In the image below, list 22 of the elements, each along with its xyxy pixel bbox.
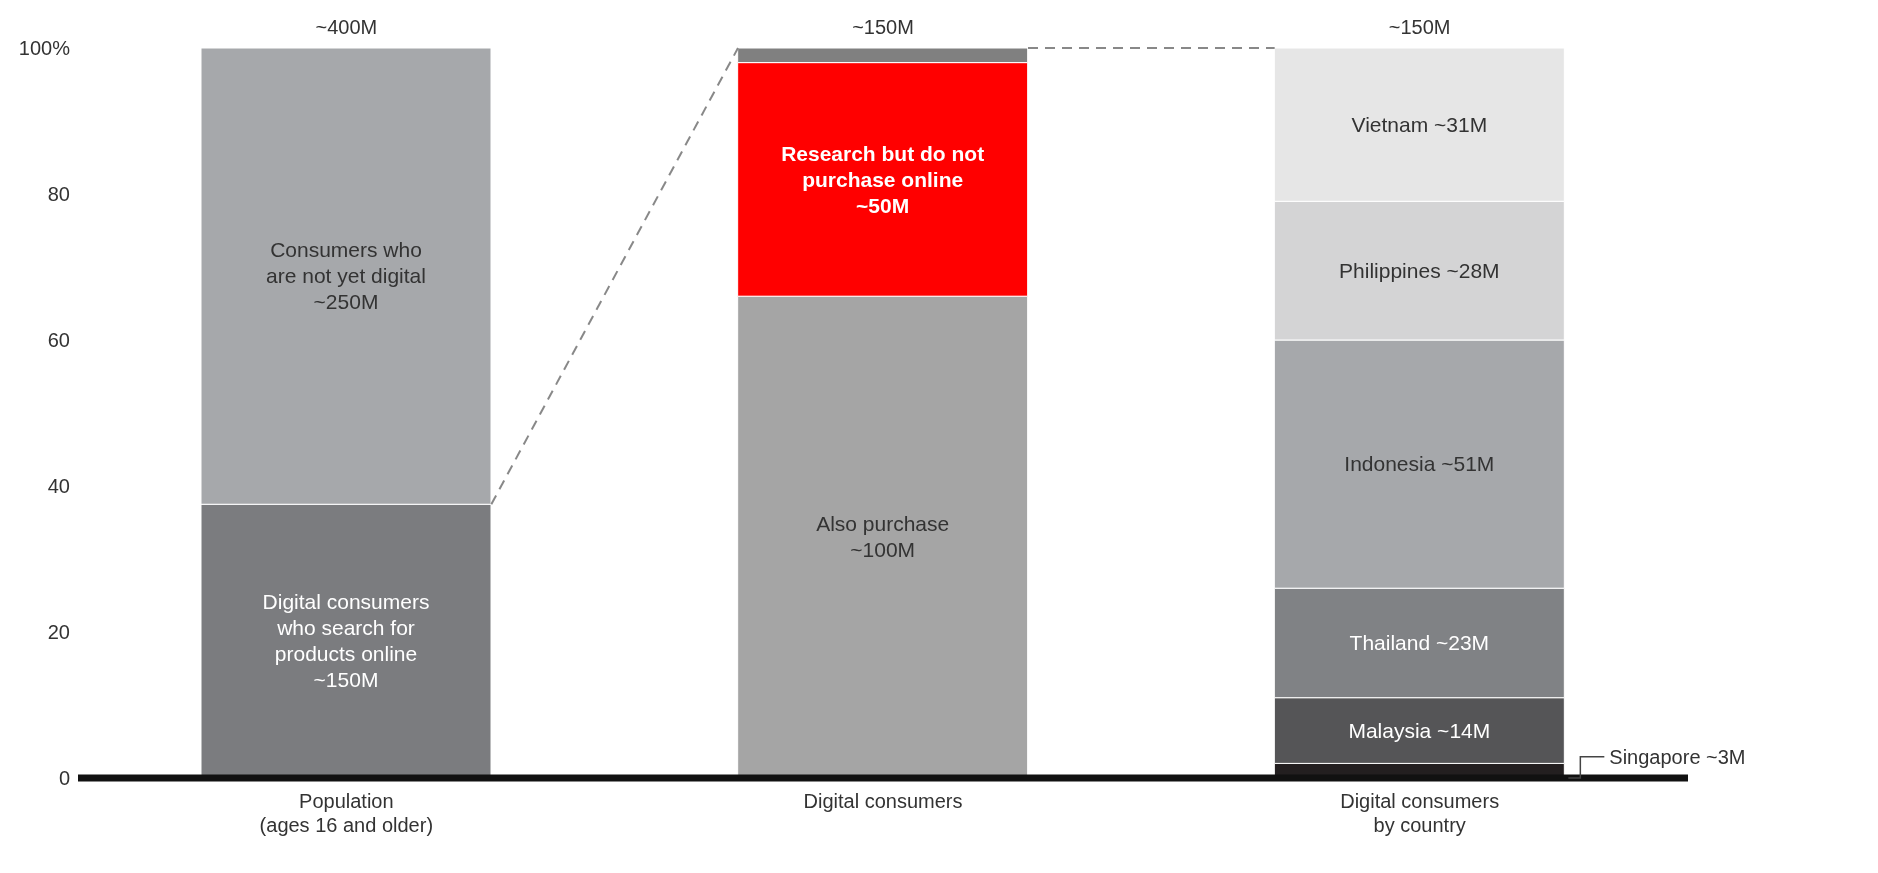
y-tick-label: 100% [18,37,71,60]
series-label: Indonesia ~51M [1344,452,1495,476]
series-label: Also purchase ~100M [816,512,950,562]
x-tick-label: Digital consumers [803,790,963,812]
y-tick-label: 20 [47,621,70,644]
series-label: Malaysia ~14M [1348,718,1491,742]
series-label: Research but do not purchase online ~50M [781,141,985,217]
annotation: ~150M [1388,16,1451,38]
series-label: Digital consumers who search for products online ~150M [262,590,430,692]
series-label: Consumers who are not yet digital ~250M [266,238,426,314]
text: Singapore ~3M [1609,745,1746,768]
annotation: ~400M [315,16,378,38]
y-tick-label: 60 [47,329,70,352]
series-label: Vietnam ~31M [1351,113,1488,136]
y-tick-label: 0 [58,767,70,790]
series-label: Thailand ~23M [1349,631,1490,655]
y-tick-label: 40 [47,475,70,498]
x-tick-label: Digital consumers by country [1340,790,1500,836]
y-tick-label: 80 [47,183,70,206]
x-tick-label: Population (ages 16 and older) [259,790,434,836]
series-label: Philippines ~28M [1339,259,1500,282]
annotation: ~150M [852,16,914,38]
